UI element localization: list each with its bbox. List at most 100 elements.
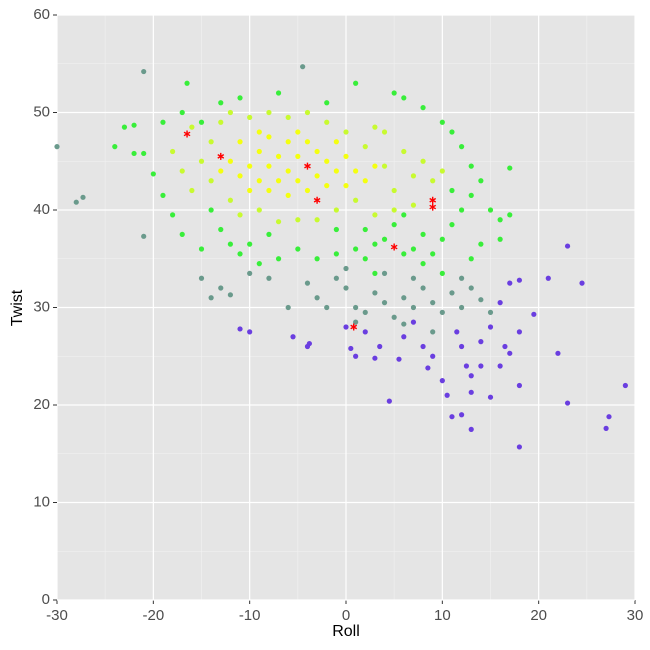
point xyxy=(333,251,339,257)
point xyxy=(353,319,359,325)
point xyxy=(386,398,392,404)
point xyxy=(285,192,291,198)
y-tick-label: 0 xyxy=(42,591,50,608)
point xyxy=(516,329,523,335)
x-tick-label: -20 xyxy=(142,607,164,624)
point xyxy=(256,178,262,184)
point xyxy=(353,168,359,174)
point xyxy=(304,109,311,116)
point xyxy=(531,311,537,317)
point xyxy=(314,295,320,301)
point xyxy=(353,353,359,359)
point xyxy=(189,187,195,194)
point xyxy=(304,280,311,286)
point xyxy=(420,231,426,237)
point xyxy=(141,233,147,239)
point xyxy=(449,129,455,135)
point xyxy=(478,363,484,369)
point xyxy=(391,90,397,96)
point xyxy=(555,350,561,356)
point xyxy=(372,124,378,130)
point xyxy=(372,212,378,218)
point xyxy=(333,226,339,233)
point xyxy=(285,139,291,145)
point xyxy=(372,241,378,247)
point xyxy=(189,124,195,130)
point xyxy=(401,321,407,327)
point xyxy=(266,231,272,237)
point xyxy=(179,231,185,237)
point xyxy=(487,207,494,213)
point xyxy=(516,444,523,450)
point xyxy=(401,95,407,101)
point xyxy=(468,285,474,291)
point xyxy=(439,168,445,174)
point xyxy=(218,168,224,174)
point xyxy=(391,187,397,194)
point xyxy=(459,275,465,281)
point xyxy=(362,329,368,335)
y-tick-label: 30 xyxy=(33,298,50,315)
point xyxy=(459,343,465,350)
point xyxy=(179,109,185,116)
point xyxy=(439,309,445,315)
point xyxy=(314,256,320,262)
point xyxy=(275,219,282,225)
point xyxy=(487,309,494,315)
point xyxy=(184,80,190,86)
point xyxy=(208,178,214,184)
point xyxy=(606,414,612,420)
point xyxy=(227,109,233,116)
point-marker xyxy=(304,162,311,170)
point xyxy=(372,355,378,361)
point xyxy=(343,153,349,159)
point xyxy=(516,382,523,389)
point xyxy=(401,148,407,155)
point xyxy=(362,256,368,262)
point xyxy=(353,246,359,252)
point xyxy=(372,270,378,276)
x-axis-title: Roll xyxy=(332,623,360,640)
point xyxy=(459,144,465,150)
point xyxy=(237,139,243,145)
point xyxy=(198,246,205,252)
point xyxy=(170,148,176,155)
point xyxy=(372,290,378,296)
point xyxy=(468,163,474,169)
point xyxy=(622,382,628,389)
point xyxy=(131,122,137,128)
point xyxy=(497,217,503,223)
point xyxy=(208,207,214,213)
point xyxy=(237,251,243,257)
point xyxy=(333,168,339,174)
point xyxy=(256,207,262,213)
point xyxy=(256,261,262,267)
point xyxy=(275,90,282,96)
point xyxy=(430,178,436,184)
point xyxy=(439,119,445,125)
x-tick-label: -10 xyxy=(239,607,261,624)
point xyxy=(430,329,436,335)
x-tick-label: 10 xyxy=(434,607,451,624)
point xyxy=(487,324,494,330)
point xyxy=(381,236,388,242)
y-tick-label: 10 xyxy=(33,493,50,510)
point xyxy=(362,144,368,150)
point xyxy=(362,226,368,233)
point xyxy=(420,105,426,111)
point xyxy=(449,290,455,296)
point xyxy=(150,171,156,177)
point xyxy=(463,363,470,369)
point xyxy=(478,241,484,247)
point xyxy=(353,80,359,86)
point xyxy=(507,165,513,171)
y-tick-label: 50 xyxy=(33,103,50,120)
y-tick-label: 40 xyxy=(33,201,50,218)
point xyxy=(218,285,224,291)
point xyxy=(247,241,253,247)
point xyxy=(603,425,609,431)
point xyxy=(324,304,330,311)
point xyxy=(343,183,349,189)
point xyxy=(449,187,455,194)
